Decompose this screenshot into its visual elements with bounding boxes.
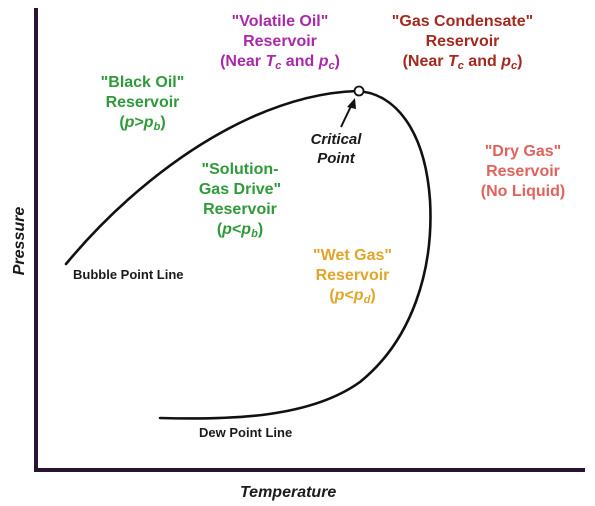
critical-point-label: Critical Point <box>310 131 362 167</box>
critical-point-arrow <box>340 103 353 128</box>
dew-point-label: Dew Point Line <box>199 425 293 440</box>
bubble-point-label: Bubble Point Line <box>73 267 184 282</box>
volatile-oil-label: "Volatile Oil" Reservoir (Near Tc and pc… <box>220 13 340 72</box>
dew-point-curve <box>158 89 432 420</box>
critical-point-marker <box>353 85 365 97</box>
critical-point-arrowhead <box>347 98 356 109</box>
dry-gas-label: "Dry Gas" Reservoir (No Liquid) <box>480 143 566 200</box>
bubble-point-curve <box>64 89 359 266</box>
black-oil-label: "Black Oil" Reservoir (p>pb) <box>100 74 185 133</box>
wet-gas-label: "Wet Gas" Reservoir (p<pd) <box>313 247 392 306</box>
x-axis-title: Temperature <box>240 484 337 501</box>
y-axis-title: Pressure <box>11 206 28 276</box>
gas-condensate-label: "Gas Condensate" Reservoir (Near Tc and … <box>391 13 534 72</box>
solution-gas-label: "Solution- Gas Drive" Reservoir (p<pb) <box>198 161 282 240</box>
